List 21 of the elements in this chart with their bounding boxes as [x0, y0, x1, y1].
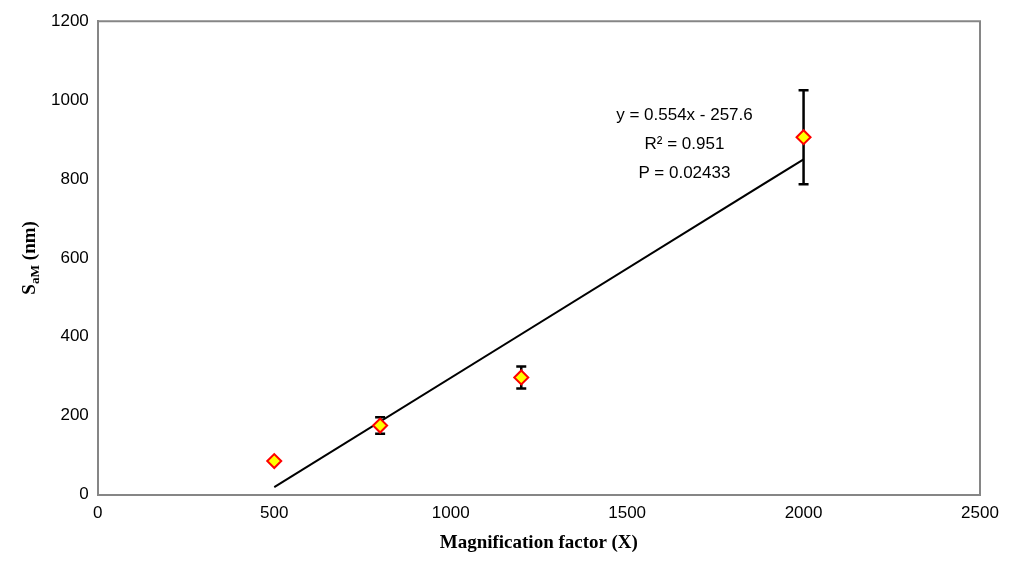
point: [266, 453, 283, 470]
annotation: R² = 0.951: [644, 133, 725, 153]
x-axis-title: Magnification factor (X): [439, 530, 638, 553]
annotation: P = 0.02433: [638, 162, 731, 182]
x-tick-label: 2500: [961, 503, 999, 523]
point: [795, 129, 812, 146]
y-tick-label: 1200: [50, 10, 89, 30]
y-tick-label: 600: [60, 247, 89, 267]
x-tick-label: 500: [260, 503, 289, 523]
x-tick-label: 1000: [431, 503, 470, 523]
y-tick-label: 800: [60, 168, 89, 188]
y-tick-label: 200: [60, 405, 89, 425]
point: [513, 369, 530, 386]
x-tick-label: 2000: [784, 503, 823, 523]
x-tick-label: 1500: [608, 503, 647, 523]
y-tick-label: 0: [79, 484, 89, 504]
x-tick-label: 0: [93, 503, 103, 523]
y-axis-title: SaM (nm): [17, 221, 43, 295]
y-tick-label: 400: [60, 326, 89, 346]
y-tick-label: 1000: [50, 89, 89, 109]
annotation: y = 0.554x - 257.6: [616, 104, 753, 124]
